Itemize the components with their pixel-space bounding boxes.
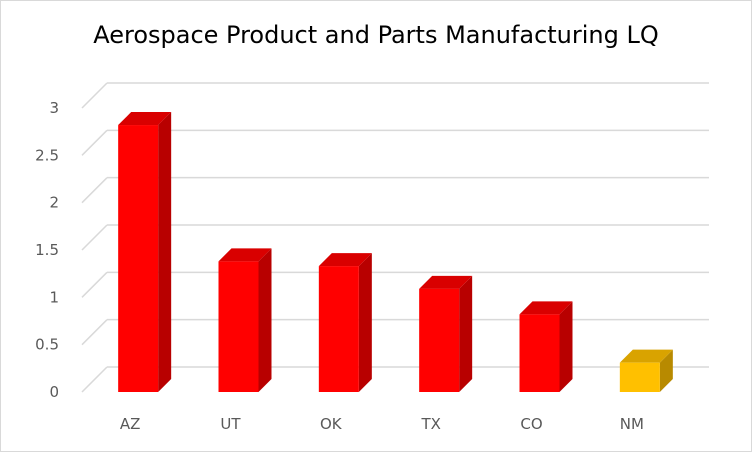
y-tick-label: 3 bbox=[49, 99, 59, 117]
x-tick-label: CO bbox=[520, 415, 542, 433]
bar-front bbox=[318, 266, 359, 392]
bar-side bbox=[559, 301, 573, 392]
bar-top bbox=[118, 112, 172, 126]
bar-co bbox=[519, 301, 573, 392]
gridline-side bbox=[81, 366, 108, 393]
x-tick-label: AZ bbox=[120, 415, 141, 433]
bar-top bbox=[419, 275, 473, 289]
gridline-side bbox=[81, 271, 108, 298]
bar-top bbox=[318, 253, 372, 267]
bar-top bbox=[218, 248, 272, 262]
x-tick-label: OK bbox=[320, 415, 343, 433]
x-tick-label: UT bbox=[220, 415, 241, 433]
y-tick-label: 0.5 bbox=[35, 336, 59, 354]
bar-top bbox=[519, 301, 573, 315]
gridline-side bbox=[81, 177, 108, 204]
bar-front bbox=[419, 288, 460, 392]
bar-side bbox=[158, 112, 172, 392]
bar-top bbox=[619, 349, 673, 363]
x-tick-label: TX bbox=[420, 415, 440, 433]
y-tick-label: 2.5 bbox=[35, 146, 59, 164]
gridline-side bbox=[81, 129, 108, 156]
y-tick-label: 1.5 bbox=[35, 241, 59, 259]
bar-nm bbox=[619, 349, 673, 392]
y-tick-label: 1 bbox=[49, 288, 59, 306]
bar-front bbox=[218, 261, 259, 392]
y-tick-label: 2 bbox=[49, 194, 59, 212]
gridline-side bbox=[81, 319, 108, 346]
bar-tx bbox=[419, 275, 473, 392]
bar-side bbox=[459, 275, 473, 392]
bar-front bbox=[619, 362, 660, 392]
bar-ok bbox=[318, 253, 372, 392]
y-tick-label: 0 bbox=[49, 383, 59, 401]
bar-front bbox=[519, 314, 560, 392]
bar-side bbox=[358, 253, 372, 392]
x-tick-label: NM bbox=[620, 415, 644, 433]
bar-ut bbox=[218, 248, 272, 392]
gridline-side bbox=[81, 224, 108, 251]
bar-az bbox=[118, 112, 172, 392]
chart-title: Aerospace Product and Parts Manufacturin… bbox=[93, 21, 659, 49]
gridline-side bbox=[81, 82, 108, 109]
bar-side bbox=[258, 248, 272, 392]
bar-side bbox=[659, 349, 673, 392]
bar-front bbox=[118, 125, 159, 392]
